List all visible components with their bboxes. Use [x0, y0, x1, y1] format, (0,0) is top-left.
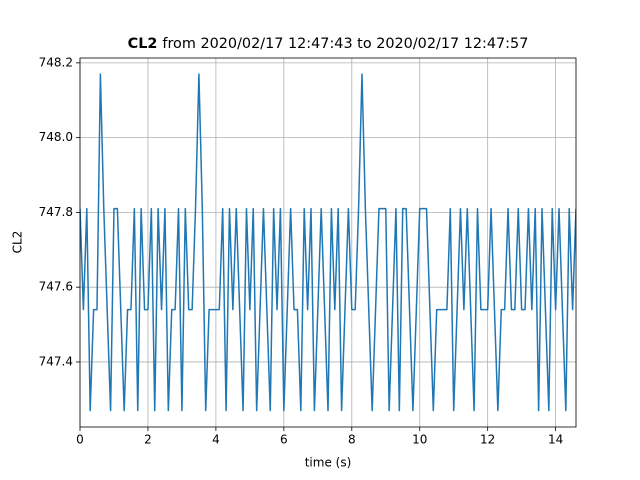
x-tick-label: 2: [144, 433, 152, 447]
title-rest: from 2020/02/17 12:47:43 to 2020/02/17 1…: [162, 36, 528, 52]
x-axis-label: time (s): [305, 456, 352, 470]
y-tick-label: 748.2: [39, 55, 73, 69]
chart-title: CL2 from 2020/02/17 12:47:43 to 2020/02/1…: [128, 36, 529, 52]
y-tick-label: 747.8: [39, 205, 73, 219]
x-tick-label: 12: [480, 433, 495, 447]
y-axis-label: CL2: [11, 231, 25, 254]
y-tick-label: 748.0: [39, 130, 73, 144]
x-tick-label: 10: [412, 433, 427, 447]
x-tick-label: 4: [212, 433, 220, 447]
x-tick-label: 6: [280, 433, 288, 447]
data-line: [80, 73, 576, 412]
y-tick-label: 747.4: [39, 354, 73, 368]
x-tick-label: 14: [548, 433, 563, 447]
plot-frame: [79, 57, 577, 428]
x-tick-label: 0: [76, 433, 84, 447]
x-tick-label: 8: [348, 433, 356, 447]
title-bold: CL2: [128, 36, 158, 52]
y-tick-label: 747.6: [39, 280, 73, 294]
